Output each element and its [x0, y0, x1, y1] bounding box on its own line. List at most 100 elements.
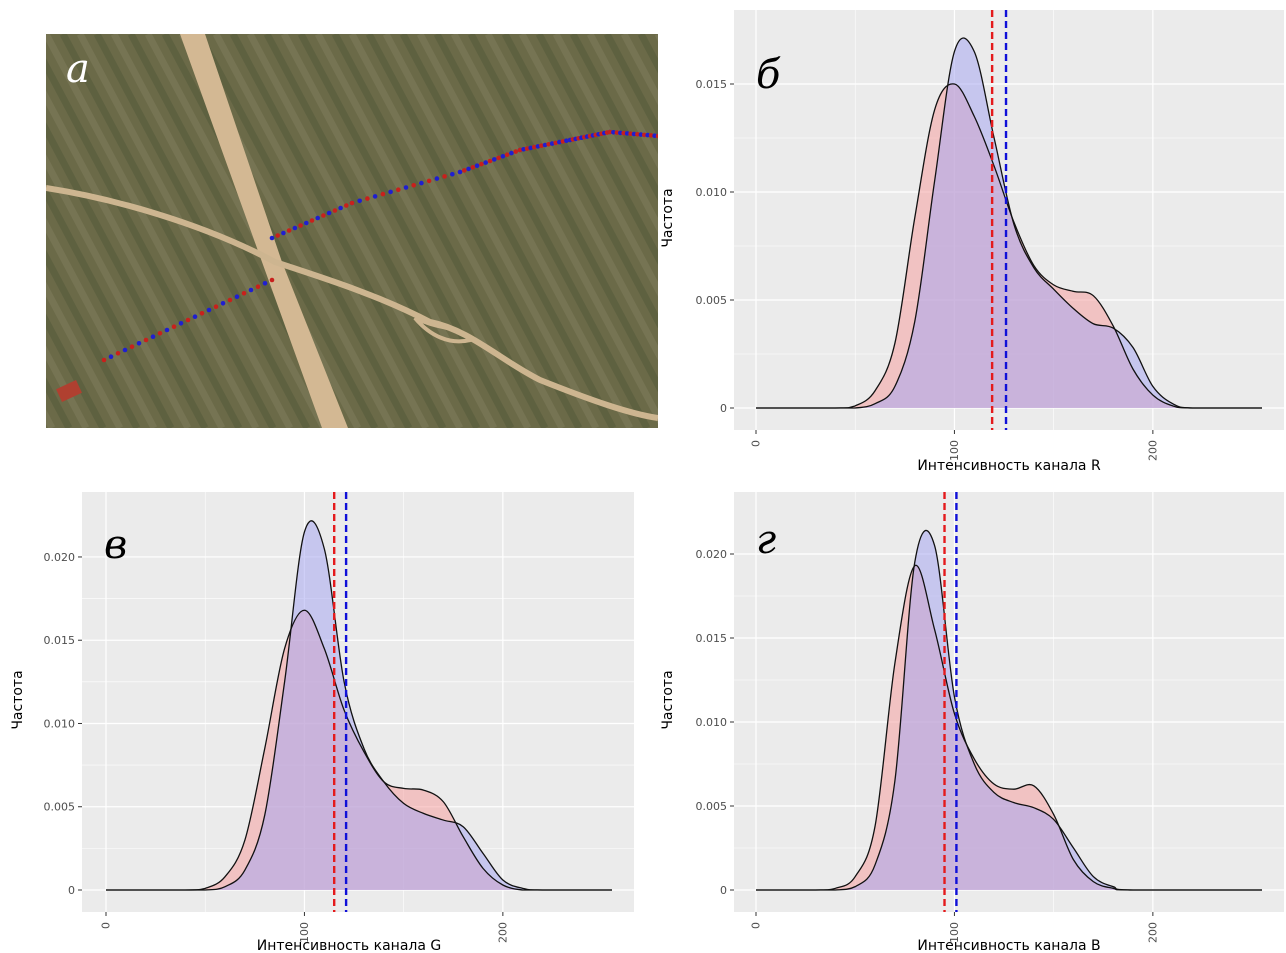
sample-point — [185, 317, 191, 323]
x-tick-label: 200 — [496, 922, 509, 943]
sample-point — [220, 301, 226, 306]
sample-point — [500, 154, 506, 159]
sample-point — [304, 220, 309, 226]
sample-point — [122, 347, 128, 353]
mean-lines — [990, 10, 1008, 430]
orchard-row — [501, 34, 658, 329]
sample-point — [470, 165, 476, 170]
x-tick-label: 100 — [298, 922, 311, 943]
density-area-2 — [106, 520, 612, 890]
sample-point — [557, 139, 562, 145]
density-chart-r: 0 100 200 0 0.005 0.010 0.015 б Интенсивность… — [660, 10, 1284, 474]
sample-point — [553, 140, 558, 146]
sample-point — [143, 337, 149, 343]
panel-label: в — [104, 522, 127, 568]
orchard-row — [569, 34, 658, 201]
sample-point — [426, 178, 432, 184]
sample-point — [457, 169, 463, 175]
orchard-row — [76, 34, 294, 428]
y-tick-label: 0.010 — [696, 186, 728, 199]
sample-point — [635, 132, 640, 137]
y-tick-label: 0 — [720, 402, 727, 415]
orchard-row — [46, 313, 107, 428]
sample-point — [611, 130, 616, 135]
sample-point — [474, 163, 480, 168]
density-chart-b: 0 100 200 0 0.005 0.010 0.015 0.020 г Интенсив… — [660, 492, 1284, 953]
sample-point — [275, 233, 281, 238]
orchard-row — [46, 345, 90, 428]
x-tick-label: 100 — [948, 922, 961, 943]
sample-point — [546, 142, 551, 147]
x-tick-label: 100 — [948, 440, 961, 461]
sample-point — [466, 166, 471, 172]
sample-point — [357, 198, 363, 204]
sample-point — [309, 218, 315, 223]
sample-point — [419, 180, 424, 186]
sample-point — [164, 327, 170, 333]
panel-label: б — [756, 52, 781, 98]
x-axis-label: Интенсивность канала B — [917, 938, 1100, 953]
sample-point — [326, 210, 332, 216]
sample-point — [248, 287, 254, 293]
sample-point — [281, 230, 286, 236]
panel-label-a: а — [66, 46, 90, 92]
sample-point — [560, 139, 566, 144]
sample-point — [321, 213, 326, 218]
orchard-row — [416, 34, 634, 428]
density-chart-g: 0 100 200 0 0.005 0.010 0.015 0.020 в Интенсив… — [10, 492, 634, 953]
orchard-row — [46, 409, 56, 428]
sample-point — [365, 196, 370, 201]
sample-point — [539, 143, 544, 148]
y-axis-label: Частота — [660, 188, 676, 247]
sample-point — [652, 133, 657, 138]
sample-point — [388, 189, 393, 195]
orchard-row — [0, 34, 35, 428]
sample-point — [286, 228, 292, 233]
sample-point — [255, 284, 261, 290]
orchard-row — [297, 34, 515, 428]
satellite-photo — [0, 34, 658, 428]
sample-point — [642, 132, 647, 138]
orchard-row — [518, 34, 658, 297]
orchard-row — [46, 34, 260, 428]
y-tick-label: 0.010 — [696, 716, 728, 729]
sample-point — [192, 314, 198, 320]
sample-point — [338, 205, 343, 211]
density-line-2 — [106, 520, 612, 891]
sample-point — [535, 144, 541, 149]
sample-point — [380, 191, 386, 197]
orchard-row — [212, 34, 430, 428]
sample-point — [524, 146, 530, 151]
sample-point — [269, 235, 275, 241]
orchard-row — [46, 122, 209, 428]
sample-point — [396, 187, 401, 192]
sample-point — [517, 147, 523, 153]
sample-point — [269, 277, 275, 283]
y-tick-label: 0.005 — [44, 801, 76, 814]
y-ticks: 0 0.005 0.010 0.015 0.020 — [44, 551, 82, 897]
sample-point — [403, 185, 409, 190]
sample-point — [462, 168, 467, 173]
sample-point — [624, 131, 630, 136]
orchard-row — [382, 34, 600, 428]
orchard-row — [399, 34, 617, 428]
sample-point — [332, 208, 338, 213]
x-ticks: 0 100 200 — [100, 912, 509, 943]
orchard-row — [110, 34, 328, 428]
sample-point — [157, 331, 163, 336]
x-ticks: 0 100 200 — [750, 430, 1159, 461]
sample-point — [532, 144, 537, 150]
orchard-row — [46, 58, 243, 428]
orchard-row — [195, 34, 413, 428]
density-line-1 — [106, 609, 612, 891]
y-tick-label: 0.005 — [696, 800, 728, 813]
orchard-row — [46, 281, 124, 428]
sample-point — [618, 130, 623, 136]
orchard-row — [46, 186, 175, 428]
y-tick-label: 0.015 — [44, 634, 76, 647]
orchard-row — [433, 34, 651, 428]
sample-point — [442, 174, 447, 179]
sample-point — [241, 291, 247, 296]
sample-points — [101, 129, 658, 363]
y-tick-label: 0 — [68, 884, 75, 897]
